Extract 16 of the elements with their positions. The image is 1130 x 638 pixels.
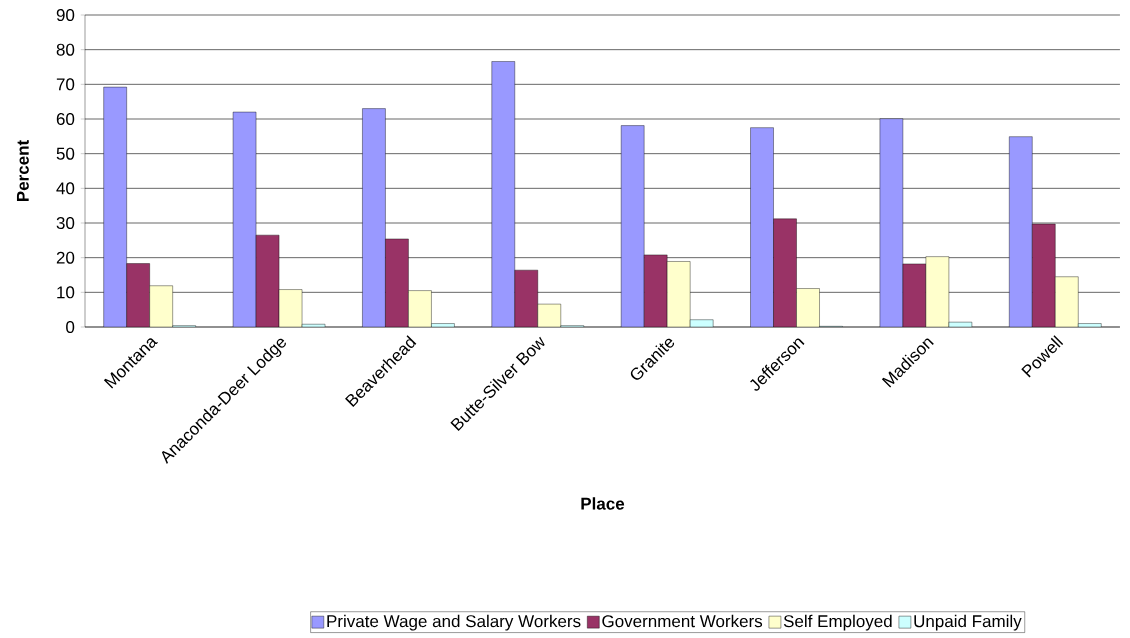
y-tick-label: 40	[56, 182, 75, 195]
y-tick-label: 80	[56, 43, 75, 56]
y-tick-label: 70	[56, 78, 75, 91]
y-tick-label: 0	[66, 320, 75, 334]
y-tick-label: 50	[56, 147, 75, 160]
legend-label: Self Employed	[783, 614, 892, 631]
legend-label: Unpaid Family	[914, 614, 1022, 631]
y-tick-label: 20	[56, 251, 75, 264]
legend-label: Private Wage and Salary Workers	[327, 614, 581, 631]
y-axis-title: Percent	[16, 140, 29, 202]
y-tick-label: 60	[56, 112, 75, 126]
y-tick-label: 30	[56, 216, 75, 230]
y-tick-label: 90	[56, 8, 75, 22]
y-tick-label: 10	[57, 286, 75, 299]
x-axis-title: Place	[581, 497, 625, 510]
legend-label: Government Workers	[602, 614, 763, 628]
